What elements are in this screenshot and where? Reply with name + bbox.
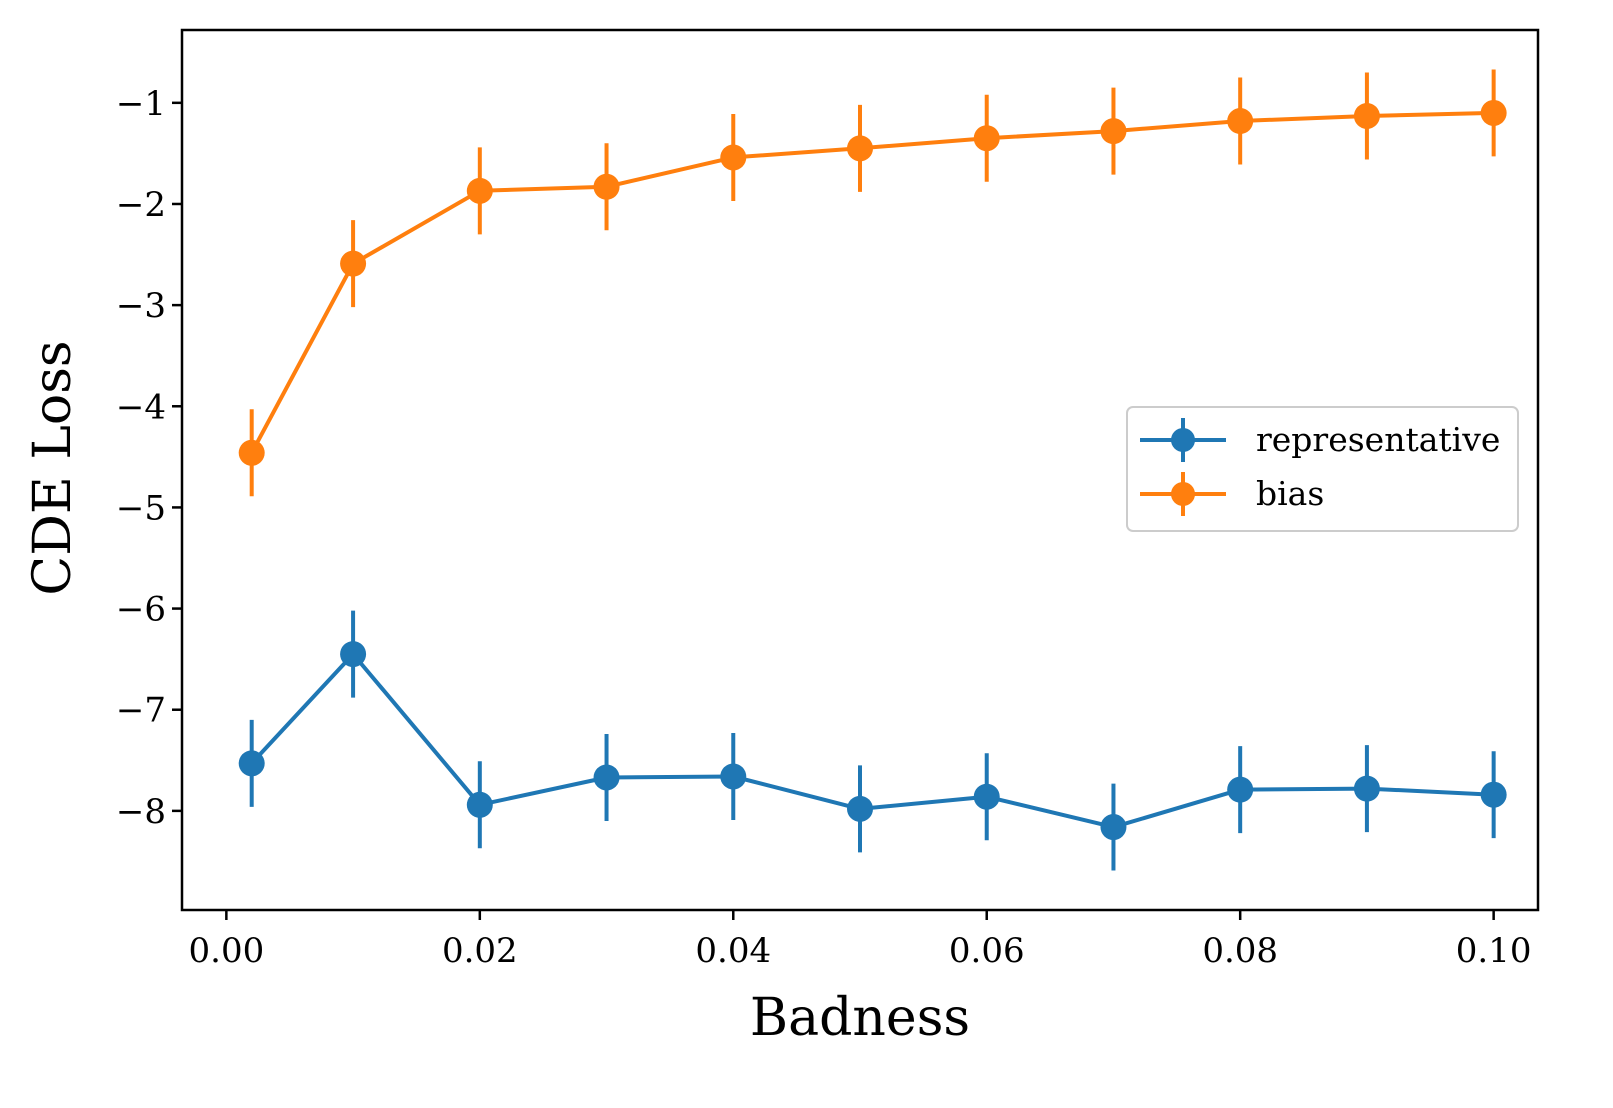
data-point-bias: [340, 250, 367, 277]
y-tick-label: −2: [116, 185, 166, 225]
data-point-representative: [720, 763, 747, 790]
plot-frame: [180, 28, 1540, 912]
x-tick-label: 0.10: [1456, 931, 1532, 971]
data-point-bias: [973, 125, 1000, 152]
data-point-representative: [593, 764, 620, 791]
y-axis-ticks: −1 −2 −3 −4 −5 −6 −7 −8: [116, 84, 182, 832]
data-point-bias: [720, 144, 747, 171]
legend-marker-bias: [1171, 482, 1195, 506]
data-point-bias: [847, 135, 873, 162]
x-tick-label: 0.08: [1202, 931, 1278, 971]
y-tick-label: −1: [116, 84, 166, 124]
x-tick-label: 0.02: [442, 931, 518, 971]
data-point-representative: [1353, 775, 1380, 802]
x-tick-label: 0.04: [695, 931, 771, 971]
data-point-bias: [466, 177, 493, 204]
legend-label-bias: bias: [1256, 474, 1324, 513]
data-point-representative: [238, 750, 265, 777]
x-tick-label: 0.06: [949, 931, 1025, 971]
data-point-bias: [1227, 108, 1254, 135]
legend-label-representative: representative: [1256, 420, 1500, 459]
data-point-bias: [1353, 102, 1380, 129]
legend-marker-representative: [1171, 428, 1195, 452]
y-tick-label: −3: [116, 286, 166, 326]
plot-layer: [238, 69, 1507, 871]
data-point-representative: [847, 795, 873, 822]
data-point-representative: [1227, 776, 1254, 803]
legend: representative bias: [1126, 406, 1519, 532]
y-axis-label: CDE Loss: [23, 340, 83, 595]
data-point-representative: [1100, 814, 1127, 841]
data-point-bias: [1100, 118, 1127, 145]
data-point-representative: [973, 783, 1000, 810]
series-representative: [238, 610, 1507, 871]
data-point-representative: [340, 641, 367, 668]
x-axis-label: Badness: [750, 988, 970, 1048]
legend-entry-representative: representative: [1140, 418, 1500, 462]
y-tick-label: −5: [116, 488, 166, 528]
y-tick-label: −6: [116, 590, 166, 630]
series-bias: [238, 69, 1507, 497]
y-tick-label: −4: [116, 387, 166, 427]
x-tick-label: 0.00: [189, 931, 265, 971]
data-point-bias: [593, 173, 620, 200]
y-tick-label: −8: [116, 792, 166, 832]
x-axis-ticks: 0.00 0.02 0.04 0.06 0.08 0.10: [189, 910, 1532, 971]
data-point-representative: [466, 791, 493, 818]
data-point-bias: [1480, 99, 1507, 126]
legend-entry-bias: bias: [1140, 472, 1324, 516]
y-tick-label: −7: [116, 691, 166, 731]
data-point-bias: [238, 439, 265, 466]
data-point-representative: [1480, 781, 1507, 808]
